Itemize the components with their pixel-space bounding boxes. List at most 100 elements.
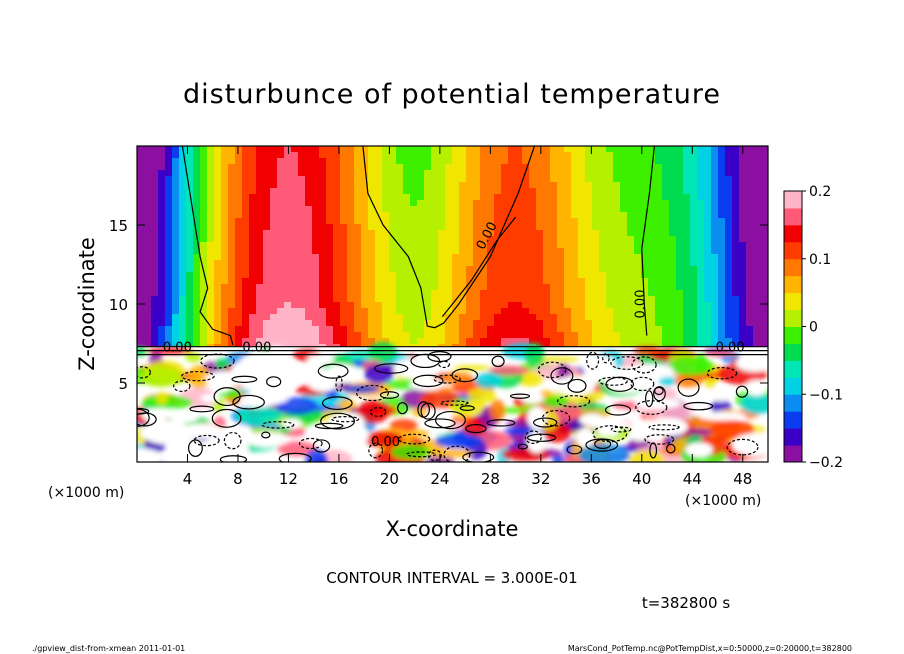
heatmap-cell — [746, 284, 754, 291]
heatmap-cell — [683, 260, 691, 267]
heatmap-cell — [375, 188, 383, 195]
heatmap-cell — [375, 284, 383, 291]
heatmap-cell — [711, 320, 719, 327]
heatmap-cell — [396, 182, 404, 189]
heatmap-cell — [235, 332, 243, 339]
heatmap-blob — [235, 406, 284, 426]
heatmap-cell — [347, 224, 355, 231]
heatmap-cell — [361, 170, 369, 177]
heatmap-cell — [452, 170, 460, 177]
heatmap-cell — [473, 200, 481, 207]
heatmap-cell — [571, 176, 579, 183]
heatmap-cell — [431, 254, 439, 261]
heatmap-cell — [599, 188, 607, 195]
heatmap-cell — [375, 164, 383, 171]
heatmap-cell — [627, 308, 635, 315]
heatmap-cell — [522, 200, 530, 207]
heatmap-cell — [732, 188, 740, 195]
heatmap-cell — [151, 176, 159, 183]
heatmap-cell — [571, 260, 579, 267]
heatmap-cell — [284, 152, 292, 159]
heatmap-cell — [207, 290, 215, 297]
heatmap-cell — [431, 170, 439, 177]
heatmap-cell — [753, 194, 761, 201]
heatmap-cell — [564, 236, 572, 243]
heatmap-cell — [354, 254, 362, 261]
heatmap-cell — [410, 230, 418, 237]
heatmap-cell — [256, 296, 264, 303]
heatmap-cell — [760, 224, 768, 231]
heatmap-cell — [536, 290, 544, 297]
heatmap-cell — [508, 266, 516, 273]
heatmap-cell — [389, 218, 397, 225]
heatmap-cell — [193, 314, 201, 321]
heatmap-cell — [298, 230, 306, 237]
heatmap-cell — [550, 164, 558, 171]
heatmap-cell — [277, 218, 285, 225]
heatmap-cell — [550, 278, 558, 285]
contour-line — [417, 401, 430, 418]
heatmap-cell — [655, 188, 663, 195]
heatmap-cell — [417, 248, 425, 255]
heatmap-cell — [641, 176, 649, 183]
heatmap-cell — [305, 320, 313, 327]
heatmap-cell — [676, 296, 684, 303]
heatmap-cell — [627, 194, 635, 201]
heatmap-cell — [501, 266, 509, 273]
heatmap-cell — [606, 158, 614, 165]
heatmap-cell — [424, 218, 432, 225]
heatmap-cell — [137, 248, 145, 255]
heatmap-cell — [354, 284, 362, 291]
heatmap-cell — [340, 182, 348, 189]
heatmap-cell — [627, 254, 635, 261]
contour-line — [665, 443, 676, 454]
heatmap-cell — [711, 314, 719, 321]
heatmap-cell — [564, 146, 572, 153]
heatmap-cell — [683, 158, 691, 165]
heatmap-cell — [207, 206, 215, 213]
heatmap-cell — [725, 176, 733, 183]
heatmap-cell — [487, 332, 495, 339]
heatmap-cell — [725, 344, 733, 348]
heatmap-cell — [445, 152, 453, 159]
heatmap-cell — [739, 332, 747, 339]
heatmap-cell — [235, 284, 243, 291]
heatmap-cell — [452, 278, 460, 285]
colorbar-swatch — [784, 292, 802, 311]
heatmap-cell — [312, 218, 320, 225]
contour-line — [379, 391, 400, 399]
heatmap-cell — [235, 158, 243, 165]
heatmap-blob — [527, 406, 547, 430]
heatmap-cell — [410, 200, 418, 207]
heatmap-cell — [634, 296, 642, 303]
heatmap-cell — [718, 326, 726, 333]
heatmap-cell — [193, 194, 201, 201]
heatmap-cell — [186, 296, 194, 303]
heatmap-cell — [438, 152, 446, 159]
heatmap-cell — [732, 266, 740, 273]
heatmap-cell — [648, 188, 656, 195]
contour-line — [369, 407, 387, 417]
heatmap-cell — [683, 332, 691, 339]
heatmap-cell — [347, 164, 355, 171]
heatmap-cell — [508, 338, 516, 345]
heatmap-cell — [354, 332, 362, 339]
heatmap-cell — [704, 170, 712, 177]
heatmap-cell — [396, 248, 404, 255]
heatmap-cell — [655, 212, 663, 219]
heatmap-cell — [263, 212, 271, 219]
heatmap-cell — [368, 164, 376, 171]
heatmap-cell — [207, 260, 215, 267]
heatmap-cell — [641, 272, 649, 279]
heatmap-cell — [144, 290, 152, 297]
heatmap-cell — [172, 308, 180, 315]
heatmap-cell — [669, 188, 677, 195]
heatmap-cell — [641, 284, 649, 291]
heatmap-cell — [424, 248, 432, 255]
heatmap-cell — [613, 194, 621, 201]
heatmap-cell — [473, 194, 481, 201]
heatmap-cell — [417, 254, 425, 261]
heatmap-cell — [347, 278, 355, 285]
heatmap-cell — [228, 278, 236, 285]
heatmap-cell — [697, 242, 705, 249]
